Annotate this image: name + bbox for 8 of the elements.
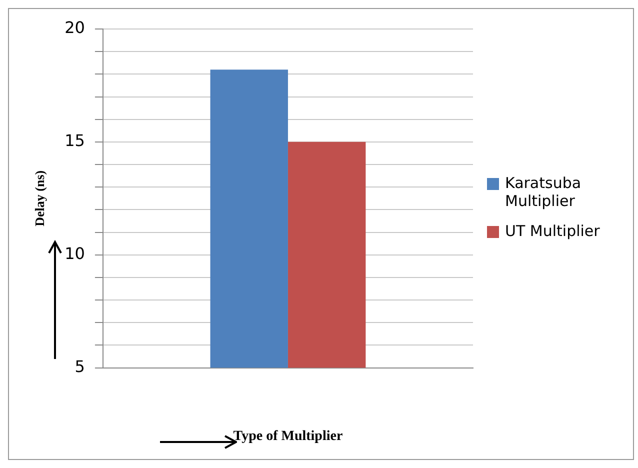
y-axis-title: Delay (ns) xyxy=(32,170,48,226)
legend-label: UT Multiplier xyxy=(505,222,600,240)
y-tick-label: 10 xyxy=(64,244,85,264)
legend-label: Karatsuba Multiplier xyxy=(505,174,582,210)
x-axis-title: Type of Multiplier xyxy=(233,429,343,444)
y-tick-label: 15 xyxy=(64,131,85,150)
y-tick-label: 20 xyxy=(64,18,85,38)
y-tick-label: 5 xyxy=(74,356,85,376)
